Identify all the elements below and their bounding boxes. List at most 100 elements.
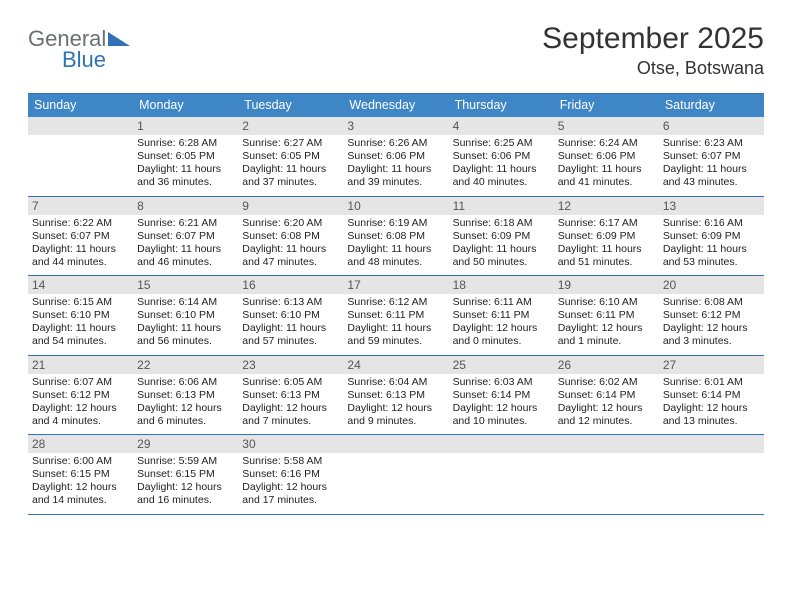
day-number — [449, 435, 554, 453]
day-cell: 26Sunrise: 6:02 AMSunset: 6:14 PMDayligh… — [554, 356, 659, 435]
day-number: 9 — [238, 197, 343, 215]
daylight: Daylight: 11 hours and 46 minutes. — [137, 243, 234, 269]
daylight: Daylight: 12 hours and 0 minutes. — [453, 322, 550, 348]
day-number: 27 — [659, 356, 764, 374]
sunrise: Sunrise: 5:59 AM — [137, 455, 234, 468]
sunrise: Sunrise: 6:27 AM — [242, 137, 339, 150]
day-number: 15 — [133, 276, 238, 294]
day-number: 10 — [343, 197, 448, 215]
day-body — [554, 453, 659, 511]
daylight: Daylight: 12 hours and 4 minutes. — [32, 402, 129, 428]
day-number: 14 — [28, 276, 133, 294]
day-body: Sunrise: 5:58 AMSunset: 6:16 PMDaylight:… — [238, 453, 343, 514]
sunrise: Sunrise: 6:21 AM — [137, 217, 234, 230]
sunset: Sunset: 6:09 PM — [663, 230, 760, 243]
day-cell: 10Sunrise: 6:19 AMSunset: 6:08 PMDayligh… — [343, 197, 448, 276]
daylight: Daylight: 12 hours and 17 minutes. — [242, 481, 339, 507]
sunset: Sunset: 6:14 PM — [663, 389, 760, 402]
daylight: Daylight: 11 hours and 48 minutes. — [347, 243, 444, 269]
sunset: Sunset: 6:14 PM — [558, 389, 655, 402]
sunset: Sunset: 6:11 PM — [558, 309, 655, 322]
sunrise: Sunrise: 6:06 AM — [137, 376, 234, 389]
daylight: Daylight: 12 hours and 7 minutes. — [242, 402, 339, 428]
daylight: Daylight: 12 hours and 1 minute. — [558, 322, 655, 348]
day-cell: 6Sunrise: 6:23 AMSunset: 6:07 PMDaylight… — [659, 117, 764, 196]
sunrise: Sunrise: 6:12 AM — [347, 296, 444, 309]
day-body: Sunrise: 6:19 AMSunset: 6:08 PMDaylight:… — [343, 215, 448, 276]
sunset: Sunset: 6:15 PM — [32, 468, 129, 481]
sunrise: Sunrise: 6:25 AM — [453, 137, 550, 150]
sunset: Sunset: 6:07 PM — [32, 230, 129, 243]
day-cell: 7Sunrise: 6:22 AMSunset: 6:07 PMDaylight… — [28, 197, 133, 276]
dow-friday: Friday — [554, 94, 659, 117]
week-row: 28Sunrise: 6:00 AMSunset: 6:15 PMDayligh… — [28, 435, 764, 515]
sunset: Sunset: 6:10 PM — [32, 309, 129, 322]
daylight: Daylight: 11 hours and 54 minutes. — [32, 322, 129, 348]
day-cell: 11Sunrise: 6:18 AMSunset: 6:09 PMDayligh… — [449, 197, 554, 276]
day-body: Sunrise: 6:22 AMSunset: 6:07 PMDaylight:… — [28, 215, 133, 276]
page-title: September 2025 — [542, 22, 764, 56]
day-number: 30 — [238, 435, 343, 453]
day-body — [659, 453, 764, 511]
day-cell: 13Sunrise: 6:16 AMSunset: 6:09 PMDayligh… — [659, 197, 764, 276]
sunrise: Sunrise: 6:01 AM — [663, 376, 760, 389]
sunset: Sunset: 6:06 PM — [347, 150, 444, 163]
sunset: Sunset: 6:15 PM — [137, 468, 234, 481]
daylight: Daylight: 11 hours and 56 minutes. — [137, 322, 234, 348]
sunset: Sunset: 6:11 PM — [347, 309, 444, 322]
day-body: Sunrise: 6:28 AMSunset: 6:05 PMDaylight:… — [133, 135, 238, 196]
day-body: Sunrise: 6:20 AMSunset: 6:08 PMDaylight:… — [238, 215, 343, 276]
day-body — [28, 135, 133, 193]
day-body: Sunrise: 6:24 AMSunset: 6:06 PMDaylight:… — [554, 135, 659, 196]
day-body: Sunrise: 6:12 AMSunset: 6:11 PMDaylight:… — [343, 294, 448, 355]
day-number: 25 — [449, 356, 554, 374]
day-body: Sunrise: 6:26 AMSunset: 6:06 PMDaylight:… — [343, 135, 448, 196]
day-body: Sunrise: 6:11 AMSunset: 6:11 PMDaylight:… — [449, 294, 554, 355]
sunrise: Sunrise: 6:18 AM — [453, 217, 550, 230]
day-cell: 14Sunrise: 6:15 AMSunset: 6:10 PMDayligh… — [28, 276, 133, 355]
day-number: 11 — [449, 197, 554, 215]
day-body: Sunrise: 6:03 AMSunset: 6:14 PMDaylight:… — [449, 374, 554, 435]
dow-thursday: Thursday — [449, 94, 554, 117]
week-row: 21Sunrise: 6:07 AMSunset: 6:12 PMDayligh… — [28, 356, 764, 436]
day-number: 1 — [133, 117, 238, 135]
daylight: Daylight: 12 hours and 6 minutes. — [137, 402, 234, 428]
day-body — [449, 453, 554, 511]
sunset: Sunset: 6:07 PM — [663, 150, 760, 163]
day-cell: 18Sunrise: 6:11 AMSunset: 6:11 PMDayligh… — [449, 276, 554, 355]
daylight: Daylight: 11 hours and 39 minutes. — [347, 163, 444, 189]
daylight: Daylight: 11 hours and 53 minutes. — [663, 243, 760, 269]
day-number: 6 — [659, 117, 764, 135]
sunrise: Sunrise: 6:14 AM — [137, 296, 234, 309]
day-body: Sunrise: 6:25 AMSunset: 6:06 PMDaylight:… — [449, 135, 554, 196]
day-number: 28 — [28, 435, 133, 453]
sunrise: Sunrise: 6:07 AM — [32, 376, 129, 389]
sunrise: Sunrise: 6:03 AM — [453, 376, 550, 389]
day-cell: 4Sunrise: 6:25 AMSunset: 6:06 PMDaylight… — [449, 117, 554, 196]
day-body: Sunrise: 6:14 AMSunset: 6:10 PMDaylight:… — [133, 294, 238, 355]
header: General Blue September 2025 Otse, Botswa… — [28, 22, 764, 79]
day-body: Sunrise: 6:23 AMSunset: 6:07 PMDaylight:… — [659, 135, 764, 196]
day-number: 21 — [28, 356, 133, 374]
triangle-icon — [108, 32, 130, 46]
dow-saturday: Saturday — [659, 94, 764, 117]
dow-tuesday: Tuesday — [238, 94, 343, 117]
day-number: 12 — [554, 197, 659, 215]
sunrise: Sunrise: 6:08 AM — [663, 296, 760, 309]
day-cell: 3Sunrise: 6:26 AMSunset: 6:06 PMDaylight… — [343, 117, 448, 196]
day-number: 7 — [28, 197, 133, 215]
day-number: 16 — [238, 276, 343, 294]
day-body: Sunrise: 6:06 AMSunset: 6:13 PMDaylight:… — [133, 374, 238, 435]
day-number: 5 — [554, 117, 659, 135]
daylight: Daylight: 11 hours and 36 minutes. — [137, 163, 234, 189]
sunset: Sunset: 6:07 PM — [137, 230, 234, 243]
sunset: Sunset: 6:08 PM — [347, 230, 444, 243]
day-cell: 8Sunrise: 6:21 AMSunset: 6:07 PMDaylight… — [133, 197, 238, 276]
daylight: Daylight: 11 hours and 40 minutes. — [453, 163, 550, 189]
sunrise: Sunrise: 6:10 AM — [558, 296, 655, 309]
daylight: Daylight: 11 hours and 51 minutes. — [558, 243, 655, 269]
dow-wednesday: Wednesday — [343, 94, 448, 117]
day-number: 4 — [449, 117, 554, 135]
day-cell: 19Sunrise: 6:10 AMSunset: 6:11 PMDayligh… — [554, 276, 659, 355]
sunset: Sunset: 6:05 PM — [242, 150, 339, 163]
